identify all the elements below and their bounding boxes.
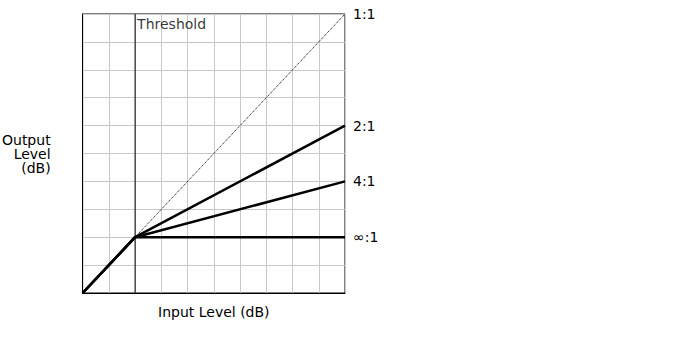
svg-text:Input Level (dB): Input Level (dB): [158, 304, 270, 320]
svg-text:2:1: 2:1: [353, 118, 376, 134]
svg-text:1:1: 1:1: [353, 6, 376, 22]
svg-text:Threshold: Threshold: [136, 16, 206, 32]
svg-text:Output: Output: [2, 131, 51, 148]
svg-text:(dB): (dB): [21, 160, 50, 176]
svg-text:4:1: 4:1: [353, 173, 376, 189]
svg-text:∞:1: ∞:1: [353, 229, 378, 245]
svg-text:Level: Level: [13, 145, 51, 162]
